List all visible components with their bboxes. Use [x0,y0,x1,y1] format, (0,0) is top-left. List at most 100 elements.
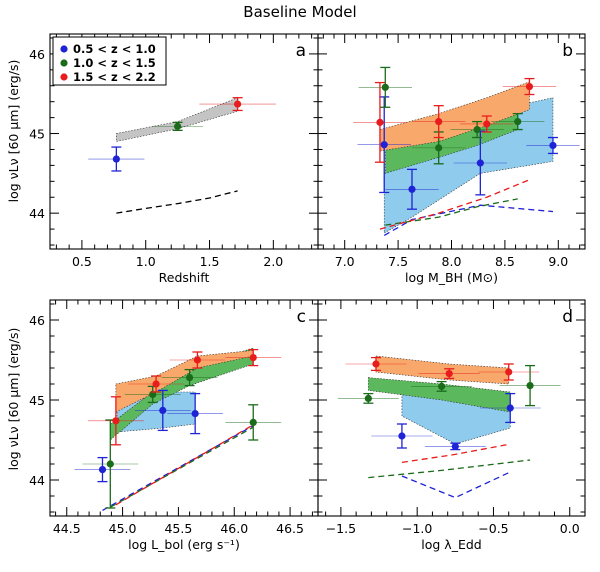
panel-d-point-7 [418,368,480,380]
y-axis-label-top: log νLν [60 μm] (erg/s) [6,60,21,203]
panel-b-point-7 [491,112,545,131]
panel-a-xtick-label-1: 1.0 [136,254,156,269]
panel-a-dashed-line-0 [116,190,238,214]
panel-d: −1.5 −1.0 −0.5 0.0 log λ_Edd d [317,299,586,552]
panel-b-point-8 [353,81,407,163]
panel-c-dashed-line-0 [102,425,254,511]
panel-b-point-1 [385,168,439,210]
panel-c-point-0 [74,456,131,483]
panel-d-point-7-marker [445,370,453,378]
panel-d-dashed-line-2 [401,443,511,464]
panel-d-point-2 [479,392,541,424]
panel-a-point-0 [88,146,145,172]
panel-b-point-9-marker [435,117,443,126]
panel-d-letter: d [562,307,573,327]
panel-c-xtick-label-1: 45.0 [109,521,137,536]
panel-a-xtick-label-2: 1.5 [200,254,220,269]
panel-b-point-10-marker [483,120,491,128]
panel-b-point-4 [358,66,412,108]
panel-d-point-4 [411,380,473,392]
panel-b-point-0-marker [380,141,388,149]
panel-b-xtick-label-2: 8.0 [442,254,462,269]
panel-c-point-6 [225,404,282,441]
panel-b-point-7-marker [514,117,522,126]
panel-b-point-6-marker [473,125,481,134]
panel-c-letter: c [297,307,306,327]
y-axis-label-bottom: log νLν [60 μm] (erg/s) [6,328,21,471]
panel-b-point-9 [411,105,466,139]
panel-d-point-0 [371,423,433,449]
panel-b-dashed-line-1 [385,198,518,226]
legend-marker-2 [60,73,68,81]
panel-b-band-2 [379,81,530,152]
panel-c-point-3 [82,419,139,509]
panel-a-ytick-label-0: 44 [29,206,45,221]
panel-d-dashed-line-1 [368,459,531,479]
legend-box [52,36,167,86]
panel-a-ytick-label-2: 46 [29,47,45,62]
panel-c-point-5-marker [185,374,194,382]
panel-b-point-11 [502,77,557,96]
panel-c-xtick-label-3: 46.0 [220,521,248,536]
panel-d-point-1 [424,442,486,451]
legend-marker-1 [60,59,68,67]
legend-label-1: 1.0 < z < 1.5 [73,56,156,70]
panel-c-point-8-marker [152,380,160,388]
panel-c-point-1-marker [159,406,167,414]
panel-b-point-10 [460,115,514,133]
legend-label-0: 0.5 < z < 1.0 [73,42,156,56]
panel-c-ytick-label-0: 44 [29,473,45,488]
panel-d-point-2-marker [506,404,514,412]
panel-c-band-1 [110,347,254,441]
panel-c-band-2 [115,350,254,413]
panel-b-point-2-marker [476,159,484,167]
panel-c-dashed-line-1 [109,426,254,508]
panel-a-xlabel: Redshift [159,270,210,285]
panel-d-point-3 [337,392,399,404]
panel-b: 7.0 7.5 8.0 8.5 9.0 log M_BH (M⊙) b [317,33,586,285]
panel-a-ytick-label-1: 45 [29,127,45,142]
panel-c-point-1 [134,389,191,432]
panel-c-point-2-marker [191,410,199,418]
panel-b-dashed-line-2 [379,179,530,230]
legend-marker-0 [60,45,68,53]
panel-c-point-10 [225,348,282,367]
panel-c: 44.5 45.0 45.5 46.0 46.5 44 45 46 log L_bol (erg… [29,299,319,552]
panel-d-point-5-marker [526,382,534,390]
panel-d-xtick-label-2: −0.5 [478,521,508,536]
panel-b-point-3 [526,136,580,155]
panel-d-xtick-label-0: −1.5 [326,521,356,536]
panel-a-point-2 [199,97,276,112]
panel-d-point-1-marker [451,442,459,450]
legend: 0.5 < z < 1.01.0 < z < 1.51.5 < z < 2.2 [52,36,167,86]
panel-d-xlabel: log λ_Edd [421,537,481,552]
panel-d-point-8 [478,363,540,381]
panel-c-point-9 [169,351,226,369]
panel-b-point-0 [357,96,411,194]
panel-c-point-5 [161,368,218,387]
panel-c-point-10-marker [249,354,257,362]
panel-d-band-2 [375,355,510,385]
panel-b-xtick-label-1: 7.5 [388,254,408,269]
panel-a-point-2-marker [234,100,242,108]
panel-b-point-8-marker [376,118,384,126]
panel-d-xtick-label-1: −1.0 [402,521,432,536]
panel-a: 0.5 1.0 1.5 2.0 44 45 46 Redshift a [29,33,319,285]
panel-d-dashed-line-0 [401,471,511,499]
panel-c-xtick-label-0: 44.5 [53,521,81,536]
panel-c-point-8 [128,375,184,393]
panel-b-xtick-label-3: 8.5 [495,254,515,269]
panel-d-point-6-marker [372,360,380,368]
panel-b-point-5-marker [435,144,443,152]
panel-b-xtick-label-4: 9.0 [548,254,568,269]
panel-c-point-2 [167,392,224,435]
panel-a-point-0-marker [112,155,120,163]
panel-b-point-1-marker [408,185,416,193]
panel-a-xtick-label-3: 2.0 [263,254,283,269]
panel-b-point-4-marker [381,83,389,91]
panel-c-ytick-label-1: 45 [29,393,45,408]
panel-d-point-6 [345,356,407,372]
panel-c-ytick-label-2: 46 [29,313,45,328]
panel-c-point-6-marker [249,418,257,426]
